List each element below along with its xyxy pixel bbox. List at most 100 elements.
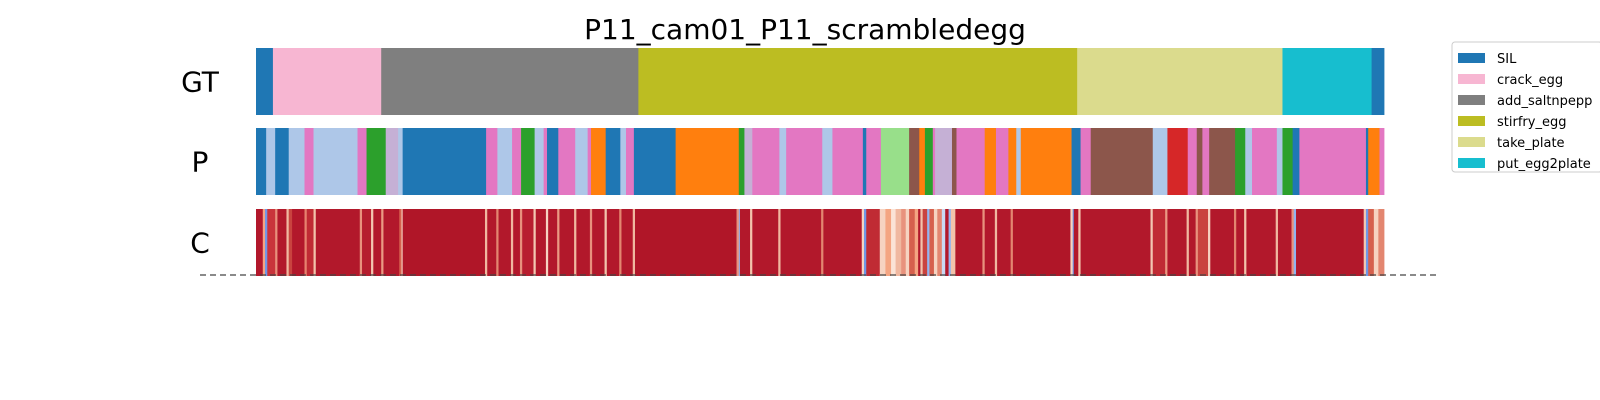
segment-bar — [866, 128, 882, 195]
segment-bar — [956, 128, 986, 195]
segment-bar — [880, 128, 910, 195]
legend-swatch — [1458, 116, 1485, 126]
segment-bar — [591, 128, 607, 195]
segment-bar — [1070, 209, 1074, 276]
segment-bar — [937, 209, 943, 276]
segment-bar — [1020, 128, 1072, 195]
segment-bar — [383, 209, 400, 276]
segment-bar — [1196, 128, 1203, 195]
segment-bar — [780, 209, 822, 276]
segment-bar — [1073, 209, 1079, 276]
segment-bar — [256, 209, 264, 276]
segment-bar — [1167, 209, 1187, 276]
row-label: C — [190, 227, 210, 260]
segment-bar — [576, 209, 591, 276]
segment-bar — [638, 48, 1078, 115]
segment-bar — [1008, 128, 1017, 195]
segment-bar — [901, 209, 907, 276]
segment-bar — [381, 209, 384, 276]
segment-bar — [914, 209, 919, 276]
segment-bar — [738, 209, 741, 276]
segment-bar — [1277, 209, 1292, 276]
segment-bar — [371, 209, 374, 276]
segment-bar — [265, 209, 268, 276]
segment-bar — [604, 209, 608, 276]
segment-bar — [286, 209, 290, 276]
segment-bar — [929, 209, 935, 276]
segment-bar — [1363, 209, 1367, 276]
segment-bar — [1208, 209, 1211, 276]
segment-bar — [589, 209, 593, 276]
segment-bar — [619, 209, 622, 276]
segment-bar — [304, 209, 308, 276]
segment-bar — [984, 209, 996, 276]
segment-bar — [486, 128, 498, 195]
segment-bar — [304, 128, 314, 195]
segment-bar — [1072, 209, 1075, 276]
segment-bar — [1165, 209, 1168, 276]
segment-bar — [1080, 209, 1151, 276]
legend: SIL crack_egg add_saltnpepp stirfry_eggtake… — [1451, 41, 1600, 173]
segment-bar — [313, 209, 317, 276]
segment-bar — [1080, 128, 1092, 195]
segment-bar — [606, 209, 620, 276]
segment-bar — [513, 209, 521, 276]
segment-bar — [1276, 128, 1283, 195]
segment-bar — [534, 128, 545, 195]
segment-bar — [558, 128, 576, 195]
segment-bar — [1202, 128, 1210, 195]
segment-bar — [945, 209, 949, 276]
segment-bar — [547, 128, 559, 195]
legend-box — [1451, 41, 1600, 173]
segment-bar — [1187, 128, 1198, 195]
row-c: C — [190, 209, 1385, 276]
segment-bar — [521, 128, 536, 195]
segment-bar — [752, 128, 780, 195]
segment-bar — [275, 128, 290, 195]
segment-bar — [1071, 128, 1081, 195]
segment-bar — [362, 209, 372, 276]
segment-bar — [861, 209, 865, 276]
segment-bar — [1365, 128, 1369, 195]
segment-bar — [823, 209, 863, 276]
segment-bar — [1209, 128, 1236, 195]
segment-bar — [266, 128, 276, 195]
segment-bar — [487, 209, 497, 276]
segment-bar — [918, 209, 921, 276]
legend-swatch — [1458, 95, 1485, 105]
legend-label: crack_egg — [1497, 73, 1563, 88]
segment-bar — [739, 209, 751, 276]
segment-bar — [1236, 209, 1245, 276]
segment-bar — [510, 209, 514, 276]
row-label: P — [192, 146, 209, 179]
segment-bar — [895, 209, 902, 276]
segment-bar — [498, 209, 512, 276]
segment-bar — [832, 128, 864, 195]
segment-bar — [1246, 209, 1277, 276]
segment-bar — [1275, 209, 1279, 276]
segment-bar — [519, 209, 523, 276]
segment-bar — [1252, 128, 1278, 195]
segment-bar — [948, 209, 952, 276]
segment-bar — [891, 209, 896, 276]
segment-bar — [267, 209, 276, 276]
segment-bar — [1077, 48, 1283, 115]
segment-bar — [357, 128, 367, 195]
segment-bar — [557, 209, 560, 276]
row-gt: GT — [181, 48, 1385, 115]
segment-bar — [1368, 128, 1380, 195]
segment-bar — [1078, 209, 1081, 276]
segment-bar — [272, 48, 382, 115]
segment-bar — [933, 209, 938, 276]
segment-bar — [401, 209, 404, 276]
segment-bar — [1245, 128, 1253, 195]
segment-bar — [1373, 209, 1379, 276]
segment-bar — [909, 128, 920, 195]
segment-bar — [736, 209, 740, 276]
segment-bar — [1365, 209, 1369, 276]
segment-bar — [381, 48, 639, 115]
segment-bar — [587, 128, 592, 195]
segment-bar — [822, 128, 833, 195]
segment-bar — [1282, 128, 1294, 195]
